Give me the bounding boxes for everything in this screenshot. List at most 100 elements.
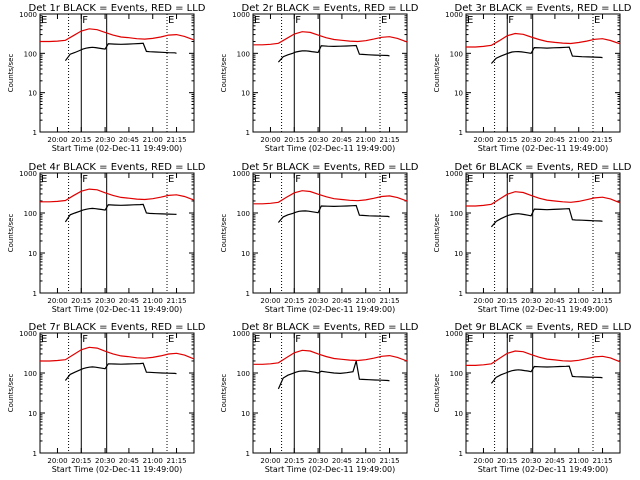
y-tick-label: 10 bbox=[241, 90, 250, 98]
x-axis-label: Start Time (02-Dec-11 19:49:00) bbox=[265, 144, 396, 153]
lld-series-line bbox=[253, 31, 408, 46]
x-tick-label: 20:45 bbox=[332, 297, 352, 305]
lld-series-line bbox=[40, 188, 195, 203]
x-tick-label: 20:45 bbox=[545, 297, 565, 305]
y-axis-label: Counts/sec bbox=[7, 374, 15, 413]
x-tick-label: 20:00 bbox=[473, 297, 493, 305]
interval-marker-label: E bbox=[168, 15, 174, 26]
lld-series-line bbox=[466, 191, 621, 207]
x-tick-label: 21:15 bbox=[379, 297, 399, 305]
detector-panel-7: Det 7r BLACK = Events, RED = LLD 1 10 100 10… bbox=[7, 322, 206, 474]
x-axis-label: Start Time (02-Dec-11 19:49:00) bbox=[52, 305, 183, 314]
events-series-line bbox=[277, 204, 390, 223]
x-axis-label: Start Time (02-Dec-11 19:49:00) bbox=[265, 465, 396, 474]
x-tick-label: 20:45 bbox=[119, 457, 139, 465]
x-tick-label: 21:15 bbox=[592, 136, 612, 144]
y-tick-label: 100 bbox=[450, 50, 463, 58]
interval-marker-label: F bbox=[508, 15, 514, 26]
x-tick-label: 20:15 bbox=[497, 297, 517, 305]
interval-marker-label: F bbox=[508, 174, 514, 185]
events-series-line bbox=[277, 360, 390, 390]
interval-marker-label: F bbox=[508, 334, 514, 345]
interval-marker-label: E bbox=[594, 174, 600, 185]
y-tick-label: 1 bbox=[246, 290, 250, 298]
y-tick-label: 1000 bbox=[232, 11, 250, 19]
x-tick-label: 21:15 bbox=[166, 457, 186, 465]
plot-frame bbox=[465, 13, 621, 133]
events-series-line bbox=[64, 42, 177, 62]
x-tick-label: 21:00 bbox=[569, 457, 589, 465]
x-tick-label: 21:00 bbox=[143, 297, 163, 305]
y-tick-label: 1000 bbox=[232, 330, 250, 338]
y-tick-label: 1000 bbox=[232, 170, 250, 178]
detector-panel-5: Det 5r BLACK = Events, RED = LLD 1 10 100 10… bbox=[220, 162, 419, 314]
interval-marker-label: E bbox=[467, 15, 473, 26]
events-series-line bbox=[490, 46, 603, 64]
x-tick-label: 21:15 bbox=[379, 457, 399, 465]
events-series-line bbox=[64, 203, 177, 223]
lld-series-line bbox=[466, 32, 621, 48]
y-tick-label: 10 bbox=[28, 250, 37, 258]
interval-marker-label: E bbox=[41, 15, 47, 26]
y-axis-label: Counts/sec bbox=[433, 54, 441, 93]
y-tick-label: 10 bbox=[454, 90, 463, 98]
x-tick-label: 20:15 bbox=[71, 457, 91, 465]
y-tick-label: 10 bbox=[28, 90, 37, 98]
y-axis-label: Counts/sec bbox=[220, 54, 228, 93]
events-series-line bbox=[64, 362, 177, 381]
panel-title: Det 4r BLACK = Events, RED = LLD bbox=[29, 162, 206, 173]
x-tick-label: 21:00 bbox=[143, 457, 163, 465]
y-tick-label: 100 bbox=[450, 210, 463, 218]
interval-marker-label: E bbox=[168, 334, 174, 345]
lld-series-line bbox=[40, 346, 195, 362]
y-tick-label: 1 bbox=[33, 290, 37, 298]
plot-frame bbox=[465, 332, 621, 454]
detector-panel-4: Det 4r BLACK = Events, RED = LLD 1 10 100 10… bbox=[7, 162, 206, 314]
x-tick-label: 20:00 bbox=[260, 297, 280, 305]
interval-marker-label: F bbox=[82, 334, 88, 345]
x-axis-label: Start Time (02-Dec-11 19:49:00) bbox=[478, 465, 609, 474]
interval-marker-label: E bbox=[254, 174, 260, 185]
interval-marker-label: E bbox=[41, 334, 47, 345]
interval-marker-label: E bbox=[254, 334, 260, 345]
y-tick-label: 1000 bbox=[19, 330, 37, 338]
interval-marker-label: E bbox=[41, 174, 47, 185]
x-tick-label: 20:15 bbox=[71, 136, 91, 144]
detector-panel-1: Det 1r BLACK = Events, RED = LLD 1 10 100 10… bbox=[7, 3, 206, 153]
x-tick-label: 20:15 bbox=[497, 457, 517, 465]
interval-marker-label: E bbox=[381, 334, 387, 345]
x-tick-label: 21:00 bbox=[569, 136, 589, 144]
interval-marker-label: F bbox=[82, 15, 88, 26]
events-series-line bbox=[277, 44, 390, 63]
x-tick-label: 20:00 bbox=[260, 136, 280, 144]
y-tick-label: 1 bbox=[246, 450, 250, 458]
x-tick-label: 21:00 bbox=[356, 457, 376, 465]
interval-marker-label: E bbox=[594, 15, 600, 26]
y-axis-label: Counts/sec bbox=[433, 374, 441, 413]
y-tick-label: 1 bbox=[33, 129, 37, 137]
x-tick-label: 20:45 bbox=[332, 136, 352, 144]
interval-marker-label: E bbox=[594, 334, 600, 345]
lld-series-line bbox=[253, 190, 408, 205]
events-series-line bbox=[490, 365, 603, 384]
y-tick-label: 100 bbox=[237, 50, 250, 58]
y-tick-label: 100 bbox=[450, 370, 463, 378]
x-tick-label: 21:00 bbox=[569, 297, 589, 305]
y-tick-label: 10 bbox=[454, 410, 463, 418]
y-axis-label: Counts/sec bbox=[220, 374, 228, 413]
detector-panel-6: Det 6r BLACK = Events, RED = LLD 1 10 100 10… bbox=[433, 162, 632, 314]
y-tick-label: 1000 bbox=[19, 170, 37, 178]
y-tick-label: 1 bbox=[33, 450, 37, 458]
x-tick-label: 20:45 bbox=[119, 136, 139, 144]
plot-frame bbox=[252, 13, 408, 133]
x-tick-label: 21:15 bbox=[166, 136, 186, 144]
x-tick-label: 20:00 bbox=[260, 457, 280, 465]
x-tick-label: 20:45 bbox=[332, 457, 352, 465]
x-tick-label: 20:00 bbox=[473, 136, 493, 144]
x-tick-label: 20:00 bbox=[47, 457, 67, 465]
x-axis-label: Start Time (02-Dec-11 19:49:00) bbox=[478, 305, 609, 314]
x-tick-label: 20:30 bbox=[308, 297, 328, 305]
x-tick-label: 20:30 bbox=[95, 136, 115, 144]
interval-marker-label: E bbox=[467, 174, 473, 185]
